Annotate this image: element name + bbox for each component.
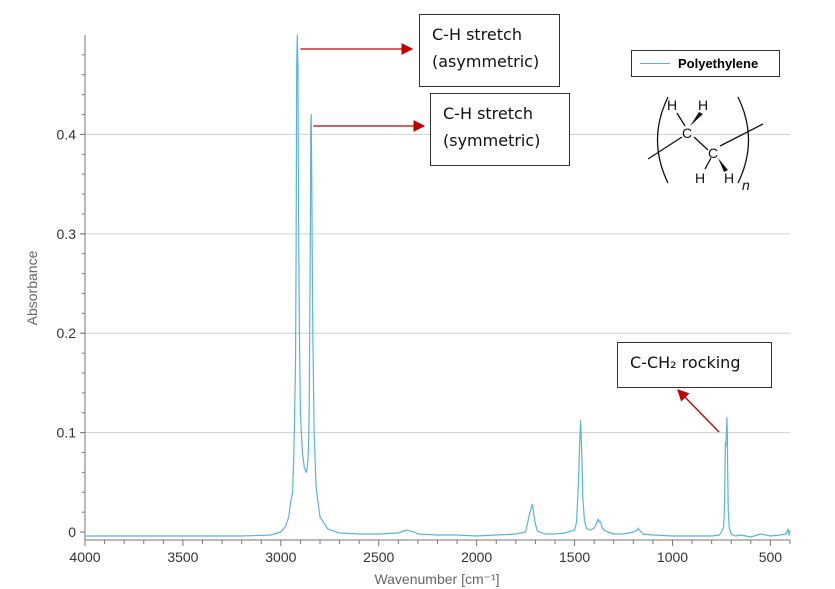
- y-tick-label: 0: [68, 524, 76, 540]
- x-tick-label: 3000: [265, 549, 296, 565]
- annotation-sym-line-1: C-H stretch: [443, 104, 533, 123]
- x-tick-label: 3500: [167, 549, 198, 565]
- atom-c2: C: [708, 145, 718, 161]
- x-tick-label: 1500: [559, 549, 590, 565]
- right-bracket: [737, 96, 750, 184]
- x-tick-label: 1000: [657, 549, 688, 565]
- legend-swatch: [640, 63, 670, 64]
- x-tick-label: 2500: [363, 549, 394, 565]
- x-axis-label: Wavenumber [cm⁻¹]: [374, 571, 499, 587]
- series-line-polyethylene: [85, 34, 791, 538]
- arrow-rocking: [677, 389, 720, 433]
- y-tick-label: 0.4: [57, 126, 77, 142]
- atom-c1: C: [682, 125, 692, 141]
- annotation-rock-line-1: C-CH₂ rocking: [630, 353, 741, 372]
- x-tick-label: 4000: [69, 549, 100, 565]
- x-tick-label: 2000: [461, 549, 492, 565]
- annotation-asym-line-1: C-H stretch: [432, 25, 522, 44]
- axes: 0 0.1 0.2 0.3 0.4 4000 3500 3000 2500 2000 1500 100…: [57, 35, 791, 565]
- annotation-rocking: C-CH₂ rocking: [617, 342, 772, 388]
- atom-h3: H: [695, 170, 705, 186]
- y-tick-label: 0.1: [57, 425, 77, 441]
- atom-h2: H: [698, 97, 708, 113]
- annotation-arrows: [300, 43, 720, 433]
- y-axis-label: Absorbance: [24, 250, 40, 325]
- repeat-subscript: n: [742, 177, 750, 193]
- legend-entry: Polyethylene: [678, 56, 759, 71]
- annotation-asym-line-2: (asymmetric): [432, 52, 540, 71]
- x-tick-label: 500: [759, 549, 783, 565]
- legend: Polyethylene: [631, 50, 780, 77]
- polyethylene-structure: C C H H H H n: [647, 96, 764, 193]
- atom-h1: H: [667, 97, 677, 113]
- y-tick-label: 0.2: [57, 325, 77, 341]
- series-layer: [85, 34, 791, 538]
- left-bracket: [656, 96, 669, 184]
- atom-h4: H: [724, 170, 734, 186]
- y-tick-label: 0.3: [57, 226, 77, 242]
- annotation-symmetric: C-H stretch (symmetric): [430, 93, 570, 166]
- annotation-asymmetric: C-H stretch (asymmetric): [419, 14, 560, 87]
- annotation-sym-line-2: (symmetric): [443, 131, 541, 150]
